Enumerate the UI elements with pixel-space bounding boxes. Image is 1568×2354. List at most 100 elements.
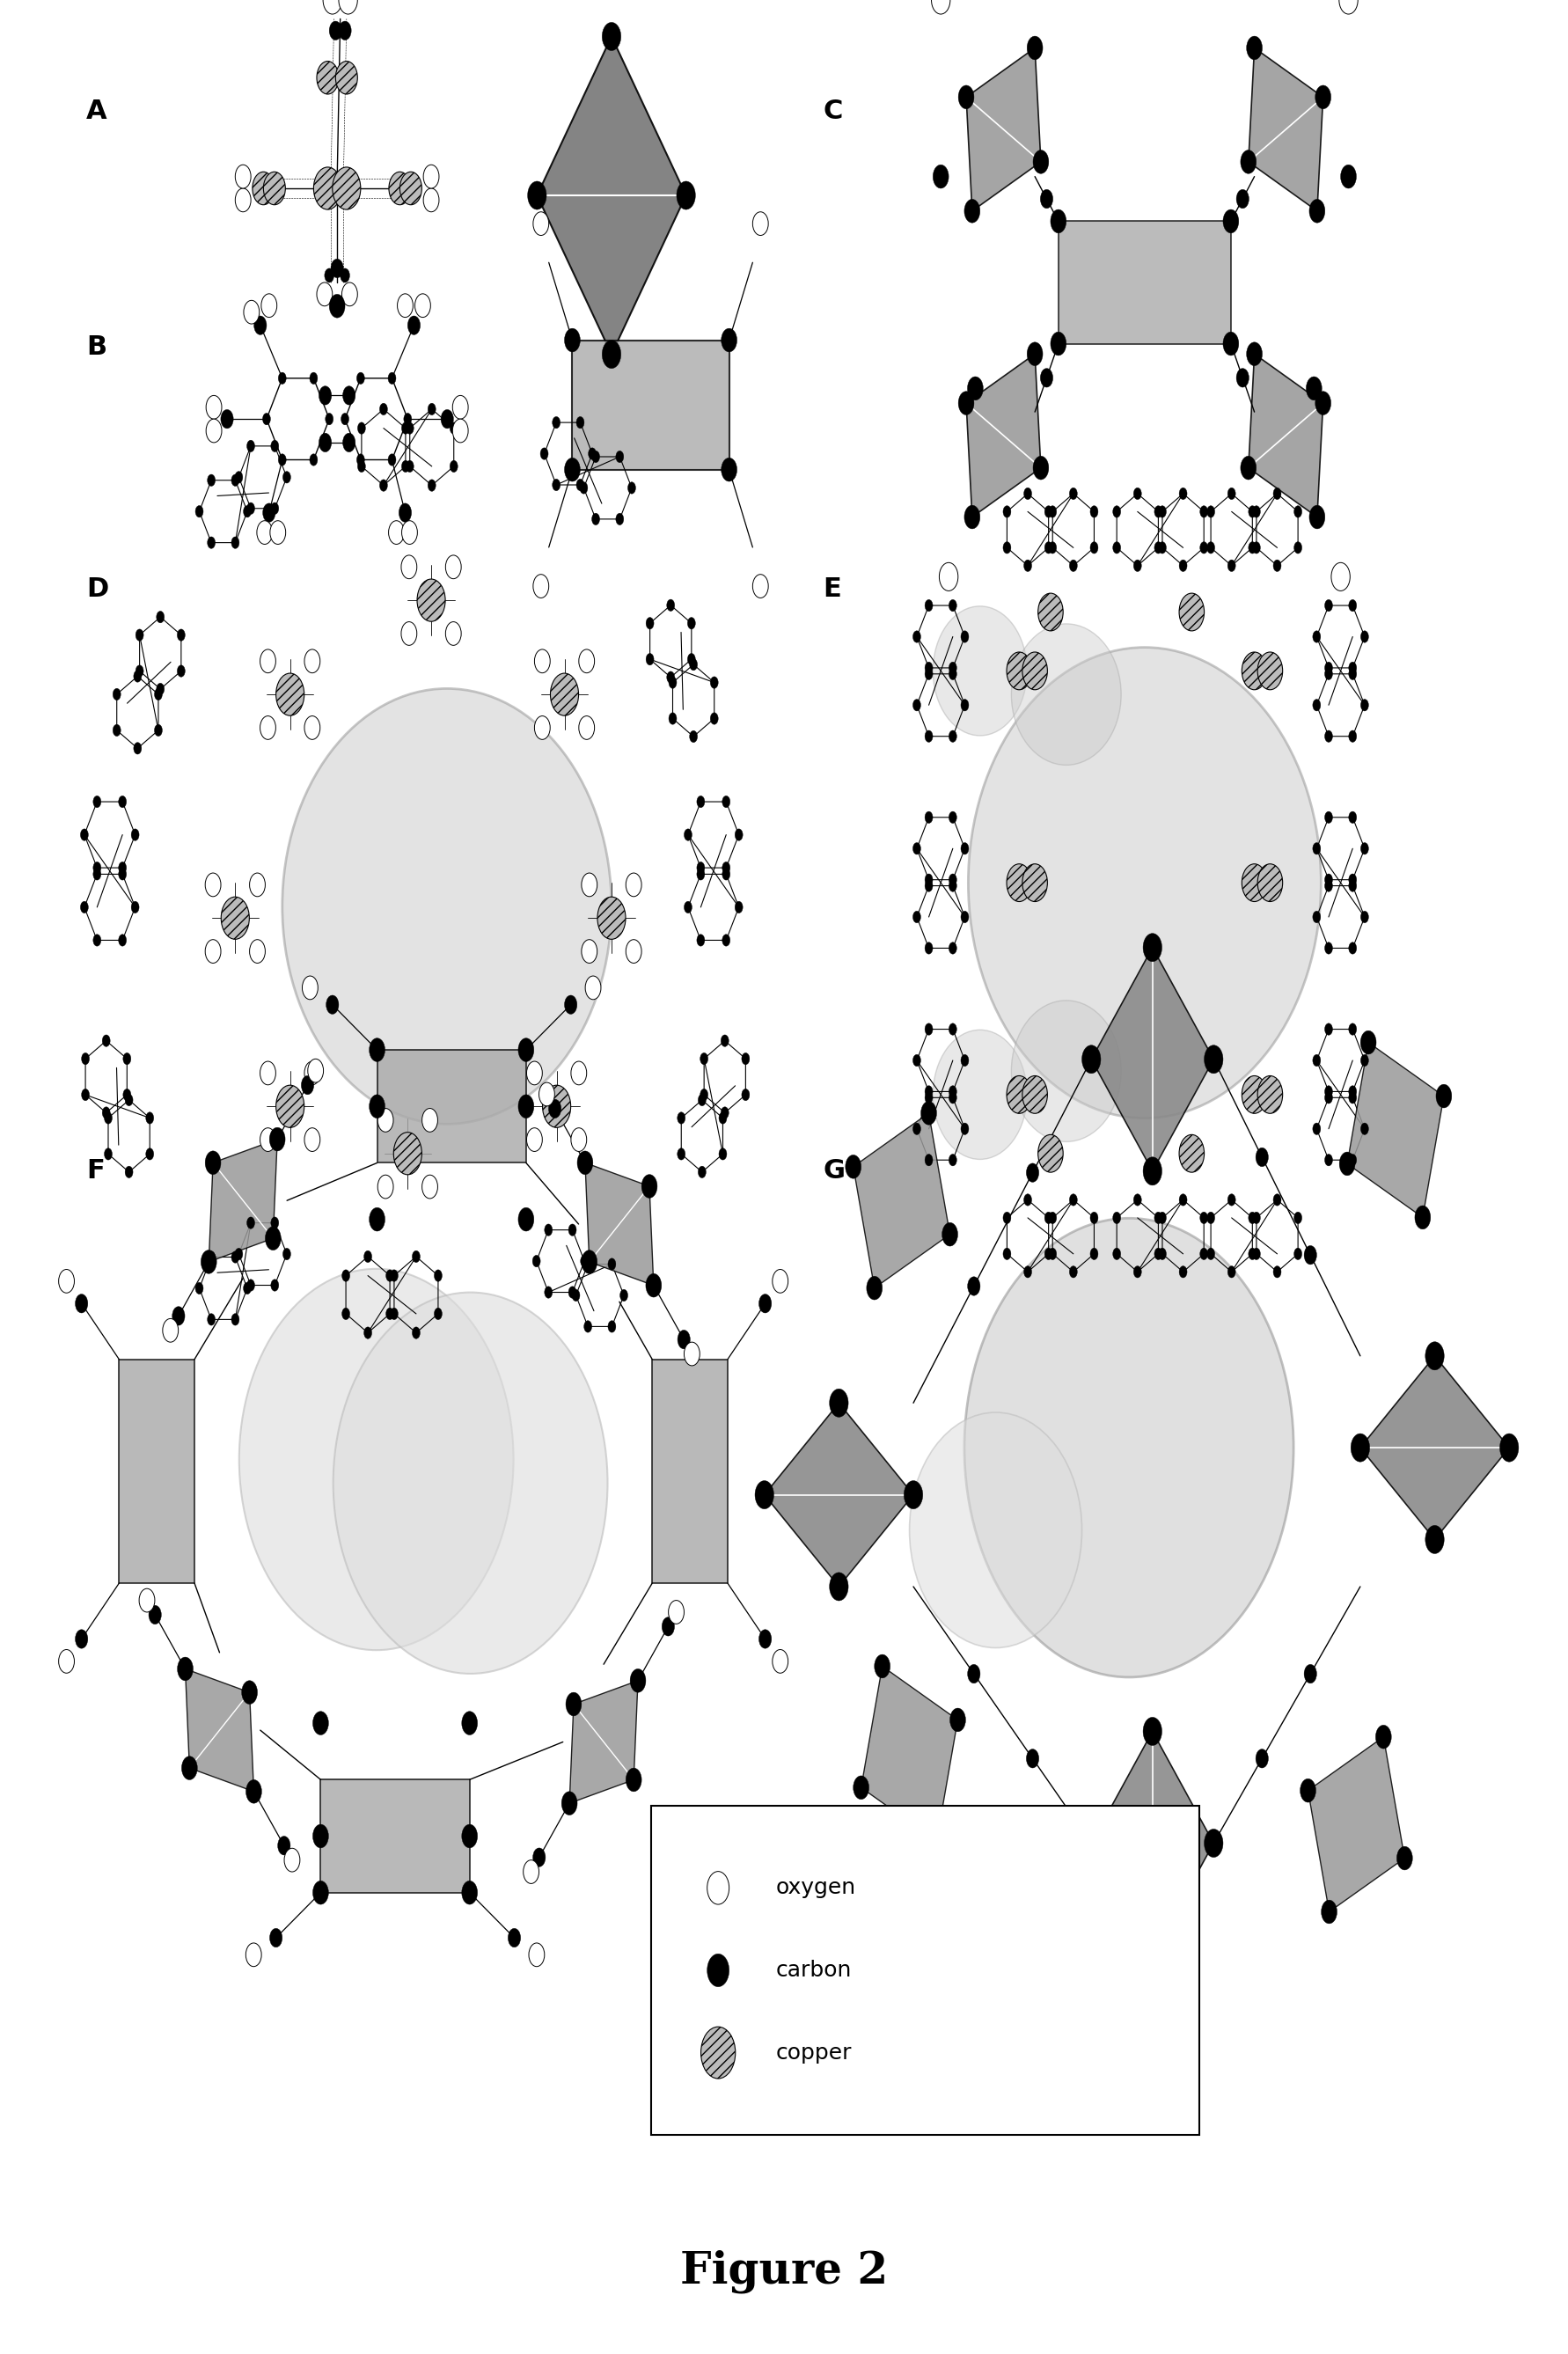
Circle shape <box>1044 506 1052 518</box>
Circle shape <box>93 869 100 880</box>
Circle shape <box>701 1090 709 1102</box>
Circle shape <box>949 942 956 953</box>
Circle shape <box>1113 1212 1121 1224</box>
Circle shape <box>1179 560 1187 572</box>
Circle shape <box>949 1085 956 1097</box>
Circle shape <box>423 165 439 188</box>
Circle shape <box>1294 1212 1301 1224</box>
Circle shape <box>1341 165 1356 188</box>
Circle shape <box>668 1601 684 1624</box>
Circle shape <box>721 1036 729 1048</box>
Circle shape <box>517 1095 533 1118</box>
Circle shape <box>434 1309 442 1321</box>
Circle shape <box>332 167 361 210</box>
Circle shape <box>939 563 958 591</box>
Circle shape <box>177 1657 193 1681</box>
Circle shape <box>75 1295 88 1314</box>
Circle shape <box>1325 1153 1333 1165</box>
Circle shape <box>221 410 234 428</box>
Circle shape <box>579 650 594 673</box>
Circle shape <box>379 403 387 414</box>
Circle shape <box>243 1283 251 1295</box>
Circle shape <box>246 1942 262 1966</box>
Circle shape <box>696 796 704 807</box>
Circle shape <box>246 1278 254 1290</box>
Circle shape <box>698 1165 706 1177</box>
Circle shape <box>701 2027 735 2079</box>
Circle shape <box>608 1321 616 1332</box>
Circle shape <box>329 21 342 40</box>
Circle shape <box>1159 1248 1167 1259</box>
Text: carbon: carbon <box>776 1961 851 1980</box>
Circle shape <box>1200 506 1207 518</box>
Circle shape <box>577 1151 593 1175</box>
Circle shape <box>317 282 332 306</box>
Circle shape <box>735 902 743 913</box>
Circle shape <box>1312 911 1320 923</box>
Circle shape <box>276 1085 304 1128</box>
Circle shape <box>1348 880 1356 892</box>
Circle shape <box>1258 864 1283 902</box>
Circle shape <box>1069 487 1077 499</box>
Circle shape <box>1248 506 1256 518</box>
Circle shape <box>1204 1045 1223 1073</box>
Circle shape <box>723 935 731 946</box>
Circle shape <box>925 600 933 612</box>
Circle shape <box>1248 1248 1256 1259</box>
Circle shape <box>1348 1085 1356 1097</box>
Ellipse shape <box>334 1292 608 1674</box>
Circle shape <box>591 452 599 464</box>
Circle shape <box>1134 1193 1142 1205</box>
Circle shape <box>933 165 949 188</box>
Circle shape <box>196 1283 204 1295</box>
Circle shape <box>753 574 768 598</box>
Circle shape <box>370 1038 386 1062</box>
Text: oxygen: oxygen <box>776 1878 856 1897</box>
Circle shape <box>397 294 412 318</box>
Circle shape <box>1204 1829 1223 1857</box>
Circle shape <box>310 372 318 384</box>
Circle shape <box>707 1871 729 1904</box>
Text: Figure 2: Figure 2 <box>681 2250 887 2293</box>
Circle shape <box>950 1709 966 1733</box>
Circle shape <box>533 1848 546 1867</box>
Text: E: E <box>823 577 842 603</box>
Circle shape <box>378 1175 394 1198</box>
Circle shape <box>580 483 588 494</box>
Circle shape <box>756 1481 775 1509</box>
Circle shape <box>677 181 696 210</box>
Text: copper: copper <box>776 2043 853 2062</box>
Circle shape <box>136 629 144 640</box>
Circle shape <box>1273 560 1281 572</box>
Circle shape <box>1361 1123 1369 1135</box>
Circle shape <box>913 911 920 923</box>
Circle shape <box>235 1248 243 1259</box>
Circle shape <box>1247 341 1262 365</box>
Circle shape <box>1273 1193 1281 1205</box>
Circle shape <box>450 461 458 473</box>
Circle shape <box>925 661 933 673</box>
Circle shape <box>301 1076 314 1095</box>
Circle shape <box>235 471 243 483</box>
Circle shape <box>701 1052 709 1064</box>
Circle shape <box>1499 1434 1518 1462</box>
Circle shape <box>205 1151 221 1175</box>
Circle shape <box>265 1226 281 1250</box>
Polygon shape <box>209 1139 278 1262</box>
Circle shape <box>928 1829 944 1853</box>
Circle shape <box>386 1269 394 1281</box>
Circle shape <box>535 650 550 673</box>
Circle shape <box>271 1217 279 1229</box>
Circle shape <box>1325 600 1333 612</box>
Polygon shape <box>861 1667 958 1841</box>
FancyBboxPatch shape <box>651 1806 1200 2135</box>
Polygon shape <box>378 1050 527 1163</box>
Circle shape <box>262 294 278 318</box>
Circle shape <box>696 869 704 880</box>
Circle shape <box>591 513 599 525</box>
Circle shape <box>453 395 469 419</box>
Circle shape <box>569 1285 577 1297</box>
Circle shape <box>1004 1248 1011 1259</box>
Circle shape <box>1352 1434 1370 1462</box>
Circle shape <box>260 716 276 739</box>
